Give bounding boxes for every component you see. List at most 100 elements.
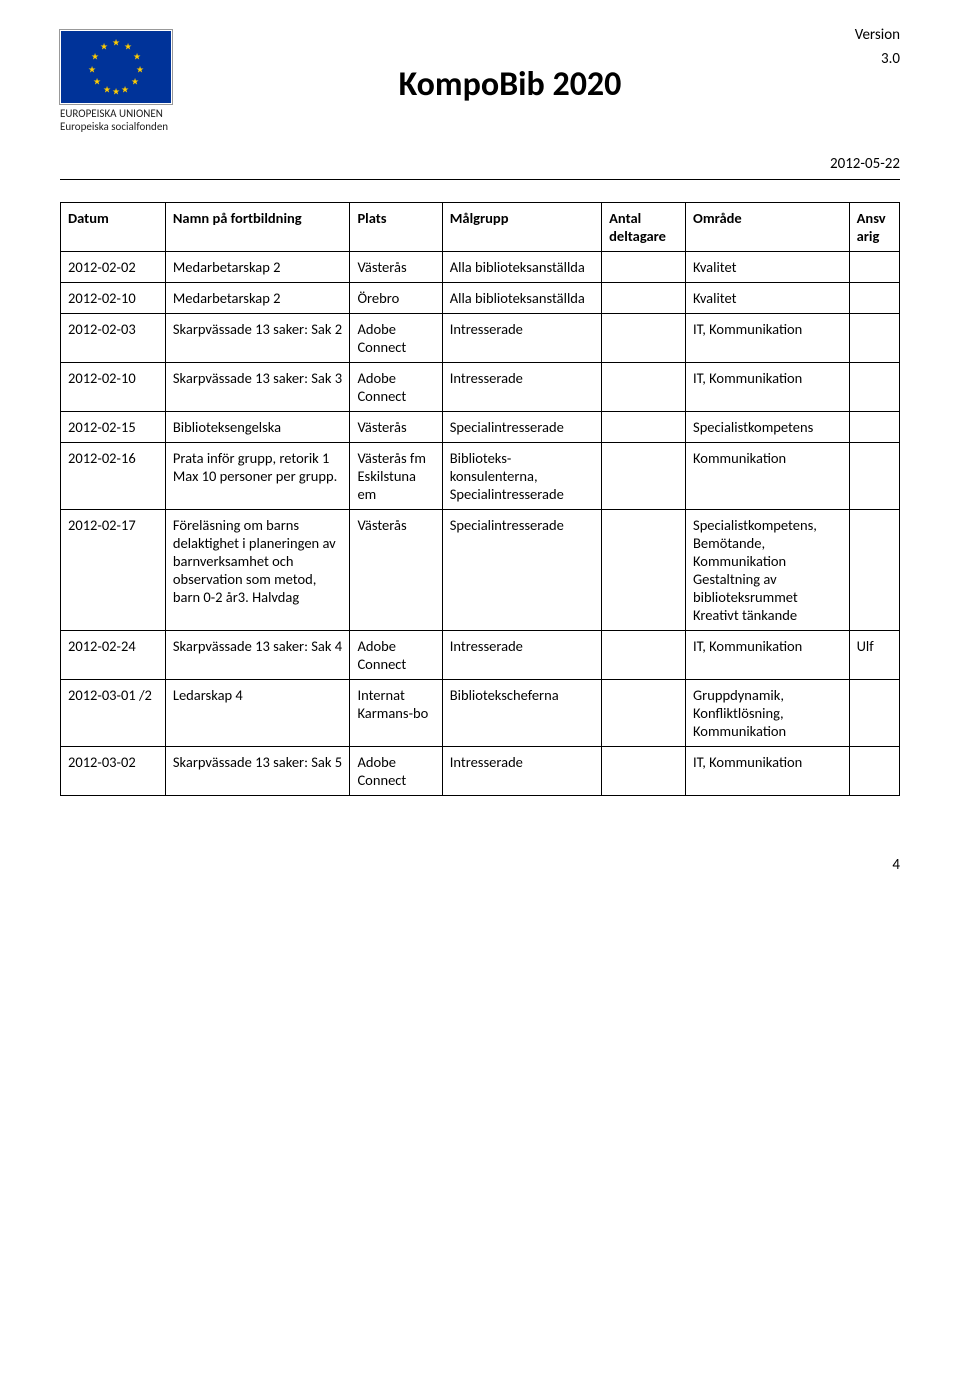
header-divider: [60, 179, 900, 180]
table-cell: 2012-02-02: [61, 252, 166, 283]
eu-logo-block: ★ ★ ★ ★ ★ ★ ★ ★ ★ ★ ★ ★ EUROPEISKA UNION…: [60, 30, 200, 133]
eu-logo-line2: Europeiska socialfonden: [60, 121, 200, 134]
table-row: 2012-02-15BiblioteksengelskaVästeråsSpec…: [61, 412, 900, 443]
table-cell: [602, 252, 686, 283]
table-cell: 2012-02-17: [61, 510, 166, 631]
table-cell: [849, 510, 899, 631]
header: ★ ★ ★ ★ ★ ★ ★ ★ ★ ★ ★ ★ EUROPEISKA UNION…: [60, 40, 900, 105]
table-row: 2012-02-02Medarbetarskap 2VästeråsAlla b…: [61, 252, 900, 283]
table-cell: Ulf: [849, 631, 899, 680]
table-row: 2012-02-10Skarpvässade 13 saker: Sak 3Ad…: [61, 363, 900, 412]
table-cell: Specialistkompetens: [686, 412, 850, 443]
col-malgrupp: Målgrupp: [442, 203, 601, 252]
table-cell: 2012-02-24: [61, 631, 166, 680]
col-ansvarig: Ansvarig: [849, 203, 899, 252]
table-cell: Skarpvässade 13 saker: Sak 2: [165, 314, 350, 363]
table-cell: 2012-03-01 /2: [61, 680, 166, 747]
table-cell: Medarbetarskap 2: [165, 252, 350, 283]
table-cell: IT, Kommunikation: [686, 314, 850, 363]
table-cell: [849, 314, 899, 363]
table-cell: [849, 252, 899, 283]
table-cell: Prata inför grupp, retorik 1 Max 10 pers…: [165, 443, 350, 510]
table-cell: [849, 680, 899, 747]
table-cell: IT, Kommunikation: [686, 631, 850, 680]
eu-logo-line1: EUROPEISKA UNIONEN: [60, 108, 200, 121]
table-row: 2012-03-01 /2Ledarskap 4Internat Karmans…: [61, 680, 900, 747]
table-cell: Skarpvässade 13 saker: Sak 3: [165, 363, 350, 412]
version-label: Version: [855, 26, 900, 44]
table-cell: 2012-02-16: [61, 443, 166, 510]
table-cell: Kommunikation: [686, 443, 850, 510]
table-cell: [602, 314, 686, 363]
table-cell: [849, 747, 899, 796]
table-cell: Internat Karmans-bo: [350, 680, 442, 747]
table-row: 2012-02-10Medarbetarskap 2ÖrebroAlla bib…: [61, 283, 900, 314]
table-cell: Specialistkompetens, Bemötande, Kommunik…: [686, 510, 850, 631]
table-row: 2012-02-24Skarpvässade 13 saker: Sak 4Ad…: [61, 631, 900, 680]
table-cell: Ledarskap 4: [165, 680, 350, 747]
table-cell: 2012-02-10: [61, 363, 166, 412]
table-cell: Intresserade: [442, 314, 601, 363]
table-body: 2012-02-02Medarbetarskap 2VästeråsAlla b…: [61, 252, 900, 796]
table-cell: [849, 443, 899, 510]
table-cell: [602, 631, 686, 680]
table-cell: 2012-02-03: [61, 314, 166, 363]
eu-stars: ★ ★ ★ ★ ★ ★ ★ ★ ★ ★ ★ ★: [91, 42, 141, 92]
table-cell: [602, 680, 686, 747]
table-cell: Västerås fm Eskilstuna em: [350, 443, 442, 510]
table-cell: Örebro: [350, 283, 442, 314]
table-cell: Intresserade: [442, 631, 601, 680]
table-cell: [602, 283, 686, 314]
table-cell: Alla biblioteksanställda: [442, 252, 601, 283]
table-cell: IT, Kommunikation: [686, 747, 850, 796]
table-cell: Bibliotekscheferna: [442, 680, 601, 747]
table-cell: Västerås: [350, 412, 442, 443]
table-cell: Alla biblioteksanställda: [442, 283, 601, 314]
table-cell: Intresserade: [442, 363, 601, 412]
table-cell: [602, 510, 686, 631]
eu-logo-text: EUROPEISKA UNIONEN Europeiska socialfond…: [60, 108, 200, 133]
table-cell: Skarpvässade 13 saker: Sak 5: [165, 747, 350, 796]
schedule-table: Datum Namn på fortbildning Plats Målgrup…: [60, 202, 900, 796]
table-cell: Adobe Connect: [350, 747, 442, 796]
table-cell: Intresserade: [442, 747, 601, 796]
col-namn: Namn på fortbildning: [165, 203, 350, 252]
table-cell: [849, 363, 899, 412]
table-cell: Adobe Connect: [350, 363, 442, 412]
table-cell: Adobe Connect: [350, 314, 442, 363]
table-cell: [602, 412, 686, 443]
table-cell: [602, 443, 686, 510]
page-number: 4: [60, 856, 900, 874]
table-cell: Västerås: [350, 510, 442, 631]
table-cell: Kvalitet: [686, 252, 850, 283]
table-cell: Biblioteksengelska: [165, 412, 350, 443]
table-cell: 2012-02-10: [61, 283, 166, 314]
table-cell: Biblioteks-konsulenterna, Specialintress…: [442, 443, 601, 510]
col-omrade: Område: [686, 203, 850, 252]
col-datum: Datum: [61, 203, 166, 252]
table-header-row: Datum Namn på fortbildning Plats Målgrup…: [61, 203, 900, 252]
table-cell: IT, Kommunikation: [686, 363, 850, 412]
table-cell: [602, 363, 686, 412]
table-row: 2012-02-03Skarpvässade 13 saker: Sak 2Ad…: [61, 314, 900, 363]
page: ★ ★ ★ ★ ★ ★ ★ ★ ★ ★ ★ ★ EUROPEISKA UNION…: [0, 0, 960, 934]
table-row: 2012-03-02Skarpvässade 13 saker: Sak 5Ad…: [61, 747, 900, 796]
version-block: Version 3.0: [855, 26, 900, 68]
table-cell: Specialintresserade: [442, 412, 601, 443]
table-row: 2012-02-16Prata inför grupp, retorik 1 M…: [61, 443, 900, 510]
col-plats: Plats: [350, 203, 442, 252]
table-cell: 2012-03-02: [61, 747, 166, 796]
table-cell: [849, 283, 899, 314]
table-cell: Specialintresserade: [442, 510, 601, 631]
table-cell: Gruppdynamik, Konfliktlösning, Kommunika…: [686, 680, 850, 747]
col-antal: Antal deltagare: [602, 203, 686, 252]
table-cell: Skarpvässade 13 saker: Sak 4: [165, 631, 350, 680]
table-cell: Adobe Connect: [350, 631, 442, 680]
table-cell: Västerås: [350, 252, 442, 283]
version-number: 3.0: [855, 50, 900, 68]
table-cell: Medarbetarskap 2: [165, 283, 350, 314]
table-cell: [849, 412, 899, 443]
table-cell: Kvalitet: [686, 283, 850, 314]
table-cell: Föreläsning om barns delaktighet i plane…: [165, 510, 350, 631]
table-row: 2012-02-17Föreläsning om barns delaktigh…: [61, 510, 900, 631]
